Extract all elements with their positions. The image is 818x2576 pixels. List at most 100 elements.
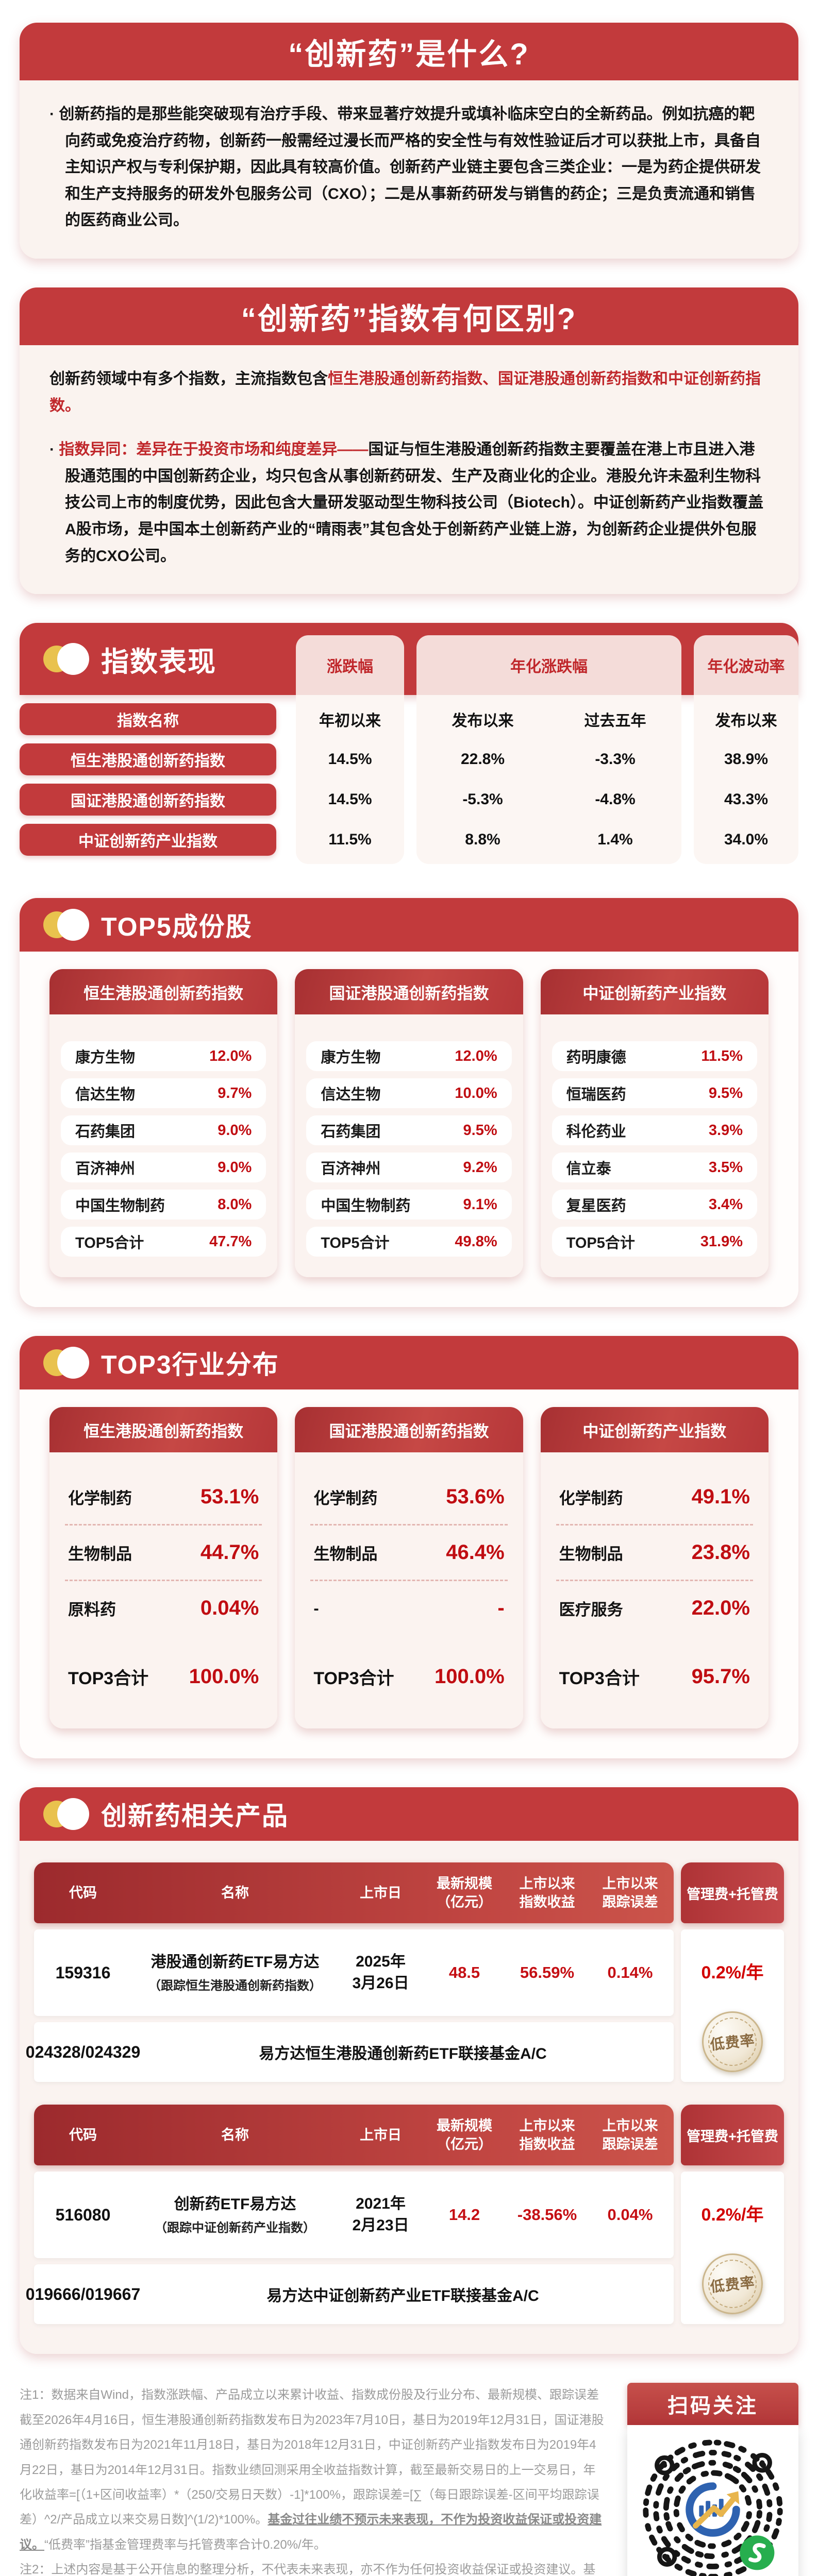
industry-row: 原料药 0.04% <box>65 1581 262 1635</box>
value-cell: 11.5% <box>328 831 372 849</box>
stock-weight: 11.5% <box>701 1047 743 1064</box>
stock-weight: 9.5% <box>708 1084 743 1101</box>
header-return: 上市以来 指数收益 <box>519 2117 575 2153</box>
industry-row: 生物制品 46.4% <box>310 1526 508 1582</box>
etf-index-return: 56.59% <box>520 1963 575 1982</box>
note-2: 注2：上述内容是基于公开信息的整理分析，不代表未来表现，亦不作为任何投资收益保证… <box>20 2563 596 2576</box>
qr-code <box>643 2439 783 2576</box>
value-cell: 14.5% <box>328 751 372 768</box>
value-cell: 43.3% <box>724 791 769 808</box>
section-index-performance: 指数表现 指数名称 恒生港股通创新药指数 国证港股通创新药指数 中证创新药产业指… <box>20 623 798 869</box>
header-scale: 最新规模 （亿元） <box>437 1875 492 1910</box>
stock-weight: 9.7% <box>218 1084 252 1101</box>
card-header: 国证港股通创新药指数 <box>295 969 523 1015</box>
section2-paragraph-2: · 指数异同：差异在于投资市场和纯度差异——国证与恒生港股通创新药指数主要覆盖在… <box>49 441 764 565</box>
header-tracking: 上市以来 跟踪误差 <box>602 1875 658 1910</box>
list-date-line1: 2021年 <box>356 2195 406 2213</box>
feeder-name: 易方达恒生港股通创新药ETF联接基金A/C <box>259 2045 547 2063</box>
stock-name: 百济神州 <box>75 1161 136 1178</box>
holding-row: 百济神州 9.0% <box>61 1153 266 1183</box>
stock-name: 复星医药 <box>566 1198 626 1215</box>
header-fee: 管理费+托管费 <box>681 1862 784 1924</box>
stock-weight: 10.0% <box>455 1084 497 1101</box>
stock-weight: 12.0% <box>209 1047 252 1064</box>
feeder-code: 019666/019667 <box>25 2284 141 2303</box>
low-fee-badge: 低费率 <box>699 2008 766 2075</box>
feeder-fund-row: 024328/024329 易方达恒生港股通创新药ETF联接基金A/C <box>26 2022 674 2082</box>
header-code: 代码 <box>69 1885 97 1901</box>
value-row: 8.8% 1.4% <box>416 824 681 856</box>
column-group-header: 年化涨跌幅 <box>416 635 681 696</box>
footer: 注1：数据来自Wind，指数涨跌幅、产品成立以来累计收益、指数成份股及行业分布、… <box>20 2383 798 2576</box>
header-name: 名称 <box>221 2127 249 2143</box>
pill-icon <box>43 909 89 941</box>
column-values: 发布以来 38.9% 43.3% 34.0% <box>694 695 798 865</box>
sub-header: 过去五年 <box>584 713 646 730</box>
pill-icon <box>43 1798 89 1831</box>
stock-weight: 9.0% <box>218 1122 252 1139</box>
section1-header: “创新药”是什么? <box>20 23 798 80</box>
feeder-code: 024328/024329 <box>25 2042 141 2061</box>
stock-name: 信达生物 <box>321 1087 381 1104</box>
industry-weight: 44.7% <box>200 1541 259 1564</box>
industry-row: 生物制品 23.8% <box>556 1526 753 1582</box>
etf-tracking-error: 0.04% <box>607 2206 653 2224</box>
p1-red-text: 恒生港股通创新药指数、国证港股通创新药指数和中证创新药指数。 <box>49 370 761 414</box>
sub-header: 年初以来 <box>319 713 381 730</box>
total-row: TOP5合计 31.9% <box>552 1227 757 1257</box>
stock-name: 康方生物 <box>321 1049 381 1066</box>
card-body: 化学制药 53.6% 生物制品 46.4% -- TOP3合计 100.0% <box>295 1452 523 1729</box>
section-what-is-innovative-drug: “创新药”是什么? · 创新药指的是那些能突破现有治疗手段、带来显著疗效提升或填… <box>20 23 798 259</box>
column-annualized-volatility: 年化波动率 发布以来 38.9% 43.3% 34.0% <box>694 635 798 865</box>
header-return: 上市以来 指数收益 <box>519 1875 575 1910</box>
holding-row: 信立泰 3.5% <box>552 1153 757 1183</box>
index-name-pill: 恒生港股通创新药指数 <box>20 743 276 776</box>
section2-body: 创新药领域中有多个指数，主流指数包含恒生港股通创新药指数、国证港股通创新药指数和… <box>20 345 798 595</box>
total-value: 49.8% <box>455 1233 497 1250</box>
stock-weight: 8.0% <box>218 1196 252 1213</box>
stock-name: 石药集团 <box>75 1124 136 1141</box>
products-header: 创新药相关产品 <box>20 1787 798 1841</box>
holding-row: 康方生物 12.0% <box>306 1041 512 1072</box>
industry-name: 医疗服务 <box>559 1601 623 1619</box>
industry-name: 原料药 <box>68 1601 116 1619</box>
qr-follow-box: 扫码关注 <box>627 2383 798 2576</box>
header-name: 名称 <box>221 1885 249 1901</box>
value-row: -5.3% -4.8% <box>416 784 681 816</box>
section1-title: “创新药”是什么? <box>288 38 530 71</box>
etf-name: 创新药ETF易方达 <box>174 2196 296 2213</box>
fee-value: 0.2%/年 <box>701 2205 764 2225</box>
holding-row: 石药集团 9.5% <box>306 1115 512 1146</box>
section1-text: 创新药指的是那些能突破现有治疗手段、带来显著疗效提升或填补临床空白的全新药品。例… <box>59 106 761 229</box>
holding-row: 康方生物 12.0% <box>61 1041 266 1072</box>
p1-black-text: 创新药领域中有多个指数，主流指数包含 <box>49 370 328 387</box>
stock-name: 药明康德 <box>566 1049 626 1066</box>
holding-row: 科伦药业 3.9% <box>552 1115 757 1146</box>
list-date-line2: 3月26日 <box>352 1975 409 1992</box>
top3-body: 恒生港股通创新药指数 化学制药 53.1% 生物制品 44.7% 原料药 0.04% … <box>20 1389 798 1759</box>
stock-weight: 9.2% <box>463 1159 497 1176</box>
column-values: 年初以来 14.5% 14.5% 11.5% <box>296 695 404 865</box>
section-index-differences: “创新药”指数有何区别? 创新药领域中有多个指数，主流指数包含恒生港股通创新药指… <box>20 287 798 595</box>
disclaimer-notes: 注1：数据来自Wind，指数涨跌幅、产品成立以来累计收益、指数成份股及行业分布、… <box>20 2383 606 2576</box>
stock-name: 中国生物制药 <box>321 1198 411 1215</box>
industry-row: 医疗服务 22.0% <box>556 1581 753 1635</box>
low-fee-badge: 低费率 <box>699 2250 766 2317</box>
etf-code: 159316 <box>55 1963 111 1982</box>
row-header-pill: 指数名称 <box>20 703 276 736</box>
note1-text: 注1：数据来自Wind，指数涨跌幅、产品成立以来累计收益、指数成份股及行业分布、… <box>20 2388 604 2527</box>
column-annualized-change: 年化涨跌幅 发布以来 过去五年 22.8% -3.3% -5.3% -4.8% … <box>416 635 681 865</box>
stock-weight: 3.4% <box>708 1196 743 1213</box>
fee-cell: 0.2%/年 低费率 <box>681 1929 784 2082</box>
stock-name: 恒瑞医药 <box>566 1087 626 1104</box>
card-header: 中证创新药产业指数 <box>540 969 769 1015</box>
card-header: 恒生港股通创新药指数 <box>49 969 278 1015</box>
value-cell: 14.5% <box>328 791 372 808</box>
etf-scale: 48.5 <box>448 1963 480 1982</box>
section-top5-holdings: TOP5成份股 恒生港股通创新药指数 康方生物 12.0% 信达生物 9.7% 石药… <box>20 898 798 1308</box>
total-label: TOP3合计 <box>559 1669 640 1689</box>
card-body: 药明康德 11.5% 恒瑞医药 9.5% 科伦药业 3.9% 信立泰 3.5% 复星医药… <box>540 1014 769 1278</box>
total-value: 100.0% <box>189 1665 259 1688</box>
total-row: TOP3合计 100.0% <box>65 1649 262 1705</box>
column-group-header: 年化波动率 <box>694 635 798 696</box>
